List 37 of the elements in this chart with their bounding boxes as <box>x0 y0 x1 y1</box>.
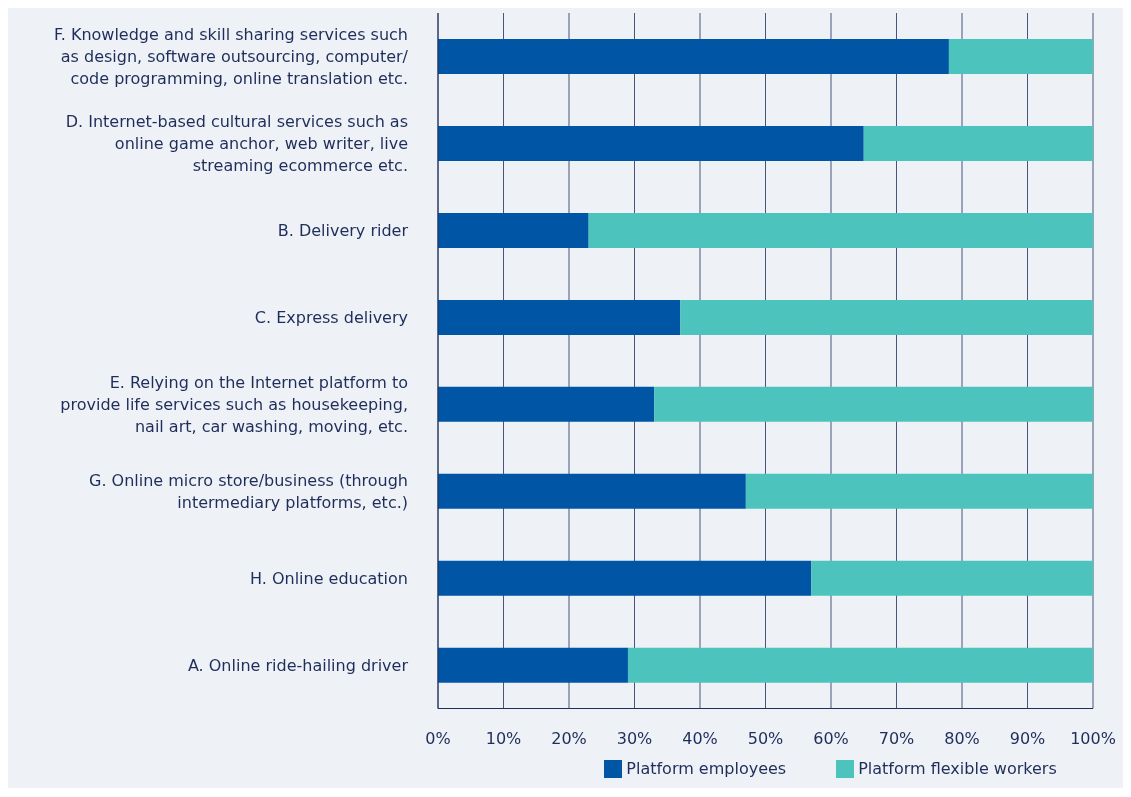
x-tick-label: 100% <box>1070 728 1116 748</box>
bar <box>811 560 1093 596</box>
bar <box>438 299 681 335</box>
x-tick-label: 20% <box>551 728 587 748</box>
x-tick-label: 90% <box>1009 728 1046 748</box>
bar <box>438 560 812 596</box>
bar <box>438 473 746 509</box>
bar <box>627 647 1093 683</box>
bar <box>438 126 864 162</box>
bar <box>438 212 589 248</box>
x-tick-label: 70% <box>878 728 915 748</box>
y-tick-label: C. Express delivery <box>254 307 408 327</box>
bar <box>438 39 949 75</box>
bar <box>654 386 1093 422</box>
y-tick-label: D. Internet-based cultural services such as online game anchor, web writer, live streaming ecommerce etc. <box>65 111 408 175</box>
bar <box>438 647 628 683</box>
x-tick-label: 60% <box>813 728 849 748</box>
x-tick-label: 40% <box>682 728 718 748</box>
x-tick-label: 30% <box>616 728 653 748</box>
bar <box>438 386 655 422</box>
x-tick-label: 80% <box>944 728 980 748</box>
x-tick-label: 10% <box>485 728 522 748</box>
y-tick-label: G. Online micro store/business (through intermediary platforms, etc.) <box>89 470 408 512</box>
legend-label: Platform flexible workers <box>858 758 1057 778</box>
y-tick-label: B. Delivery rider <box>277 220 409 240</box>
x-tick-label: 50% <box>747 728 784 748</box>
bar <box>588 212 1093 248</box>
y-tick-label: E. Relying on the Internet platform to provide life services such as housekeeping, nail art, car washing, moving, etc. <box>60 372 408 436</box>
y-tick-label: F. Knowledge and skill sharing services such as design, software outsourcing, computer/ code programming, online translation etc. <box>54 24 409 88</box>
bar <box>863 126 1093 162</box>
x-tick-label: 0% <box>425 728 451 748</box>
legend-label: Platform employees <box>626 758 787 778</box>
bar <box>680 299 1093 335</box>
y-tick-label: A. Online ride-hailing driver <box>187 655 409 675</box>
bar <box>745 473 1093 509</box>
bar <box>948 39 1093 75</box>
y-tick-label: H. Online education <box>249 568 408 588</box>
